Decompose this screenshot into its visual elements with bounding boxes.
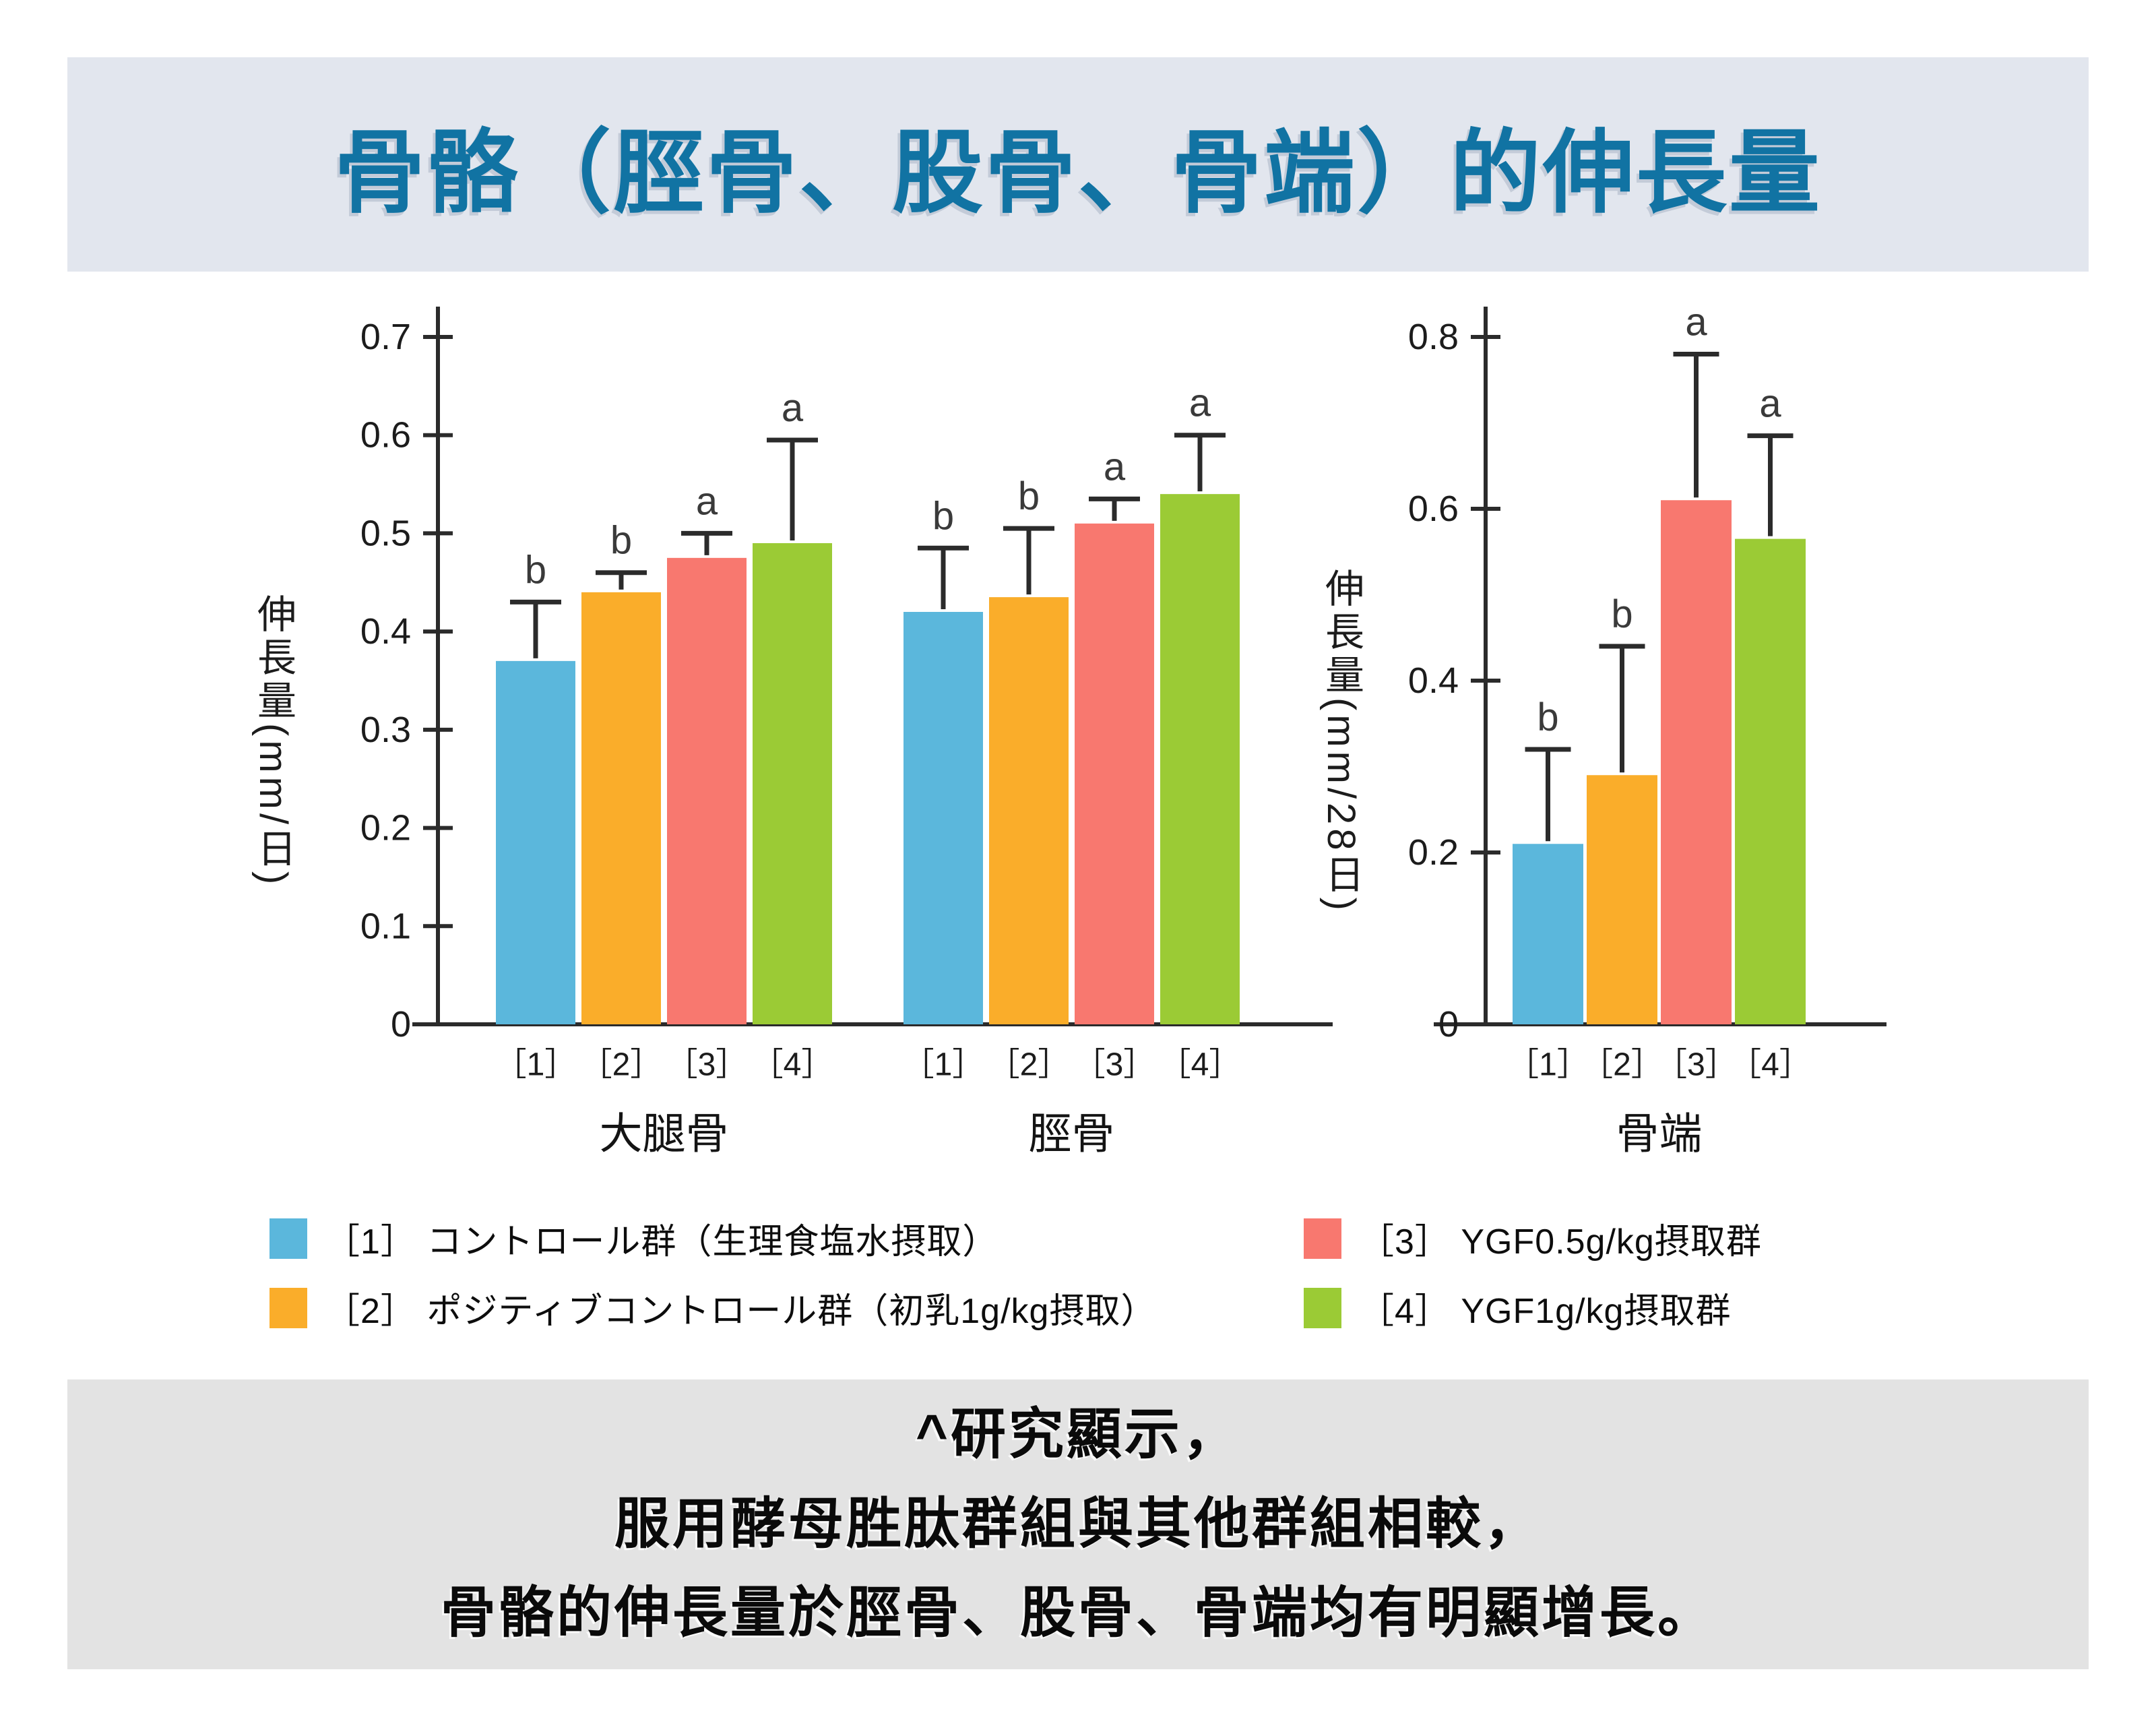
legend-label: ［1］ コントロール群（生理食塩水摂取） [325, 1222, 998, 1262]
sig-letter: a [1685, 301, 1707, 344]
sig-letter: b [1611, 592, 1632, 636]
legend-swatch [270, 1218, 307, 1259]
x-category-label: ［1］ [495, 1047, 577, 1083]
group-label: 骨端 [1616, 1109, 1703, 1158]
x-category-label: ［4］ [751, 1047, 834, 1083]
bar [1735, 538, 1806, 1024]
legend-item: ［3］ YGF0.5g/kg摂取群 [1304, 1213, 2089, 1264]
legend-item: ［1］ コントロール群（生理食塩水摂取） [270, 1213, 1304, 1264]
sig-letter: b [525, 548, 546, 592]
y-axis-label-left: 伸長量(mm/日) [251, 594, 295, 889]
group-label: 大腿骨 [600, 1109, 729, 1158]
sig-letter: a [1189, 381, 1211, 425]
legend-swatch [1304, 1218, 1341, 1259]
bar-chart-bone-end: 0 0.2 0.4 0.6 0.8 b ［1］ b ［2］ a ［3］ a ［4］ 骨端 [1408, 301, 1886, 1158]
x-category-label: ［2］ [1581, 1047, 1663, 1083]
page-title: 骨骼（脛骨、股骨、骨端）的伸長量 [334, 122, 1822, 224]
x-category-label: ［1］ [1507, 1047, 1589, 1083]
y-tick-label: 0.2 [360, 808, 411, 848]
sig-letter: a [1104, 445, 1126, 489]
sig-letter: a [696, 479, 718, 523]
x-category-label: ［4］ [1159, 1047, 1242, 1083]
bar [1587, 775, 1657, 1024]
y-axis-label-right: 伸長量(mm/28日) [1319, 568, 1363, 914]
legend-label: ［3］ YGF0.5g/kg摂取群 [1359, 1222, 1762, 1262]
legend-swatch [270, 1287, 307, 1328]
y-tick-label: 0.6 [1408, 489, 1459, 529]
bar [1160, 494, 1240, 1024]
legend-item: ［4］ YGF1g/kg摂取群 [1304, 1282, 2089, 1333]
x-category-label: ［4］ [1729, 1047, 1812, 1083]
x-category-label: ［3］ [1655, 1047, 1738, 1083]
caption-line-2: 服用酵母胜肽群組與其他群組相較， [614, 1493, 1542, 1555]
title-band: 骨骼（脛骨、股骨、骨端）的伸長量 [67, 57, 2089, 272]
y-tick-label: 0.8 [1408, 317, 1459, 357]
y-tick-label: 0.2 [1408, 832, 1459, 873]
sig-letter: b [1537, 695, 1558, 739]
x-category-label: ［2］ [580, 1047, 663, 1083]
bar [496, 660, 575, 1024]
legend-label: ［4］ YGF1g/kg摂取群 [1359, 1292, 1732, 1331]
bar [989, 597, 1069, 1024]
caption-line-3: 骨骼的伸長量於脛骨、股骨、骨端均有明顯增長。 [440, 1582, 1715, 1644]
bar [903, 612, 983, 1024]
bar-chart-femur-tibia: 0 0.1 0.2 0.3 0.4 0.5 0.6 0.7 b ［1］ b ［2］ a ［3］ a ［4］ 大腿… [360, 307, 1333, 1158]
x-category-label: ［1］ [902, 1047, 985, 1083]
y-tick-label: 0.1 [360, 906, 411, 946]
y-tick-label: 0.4 [360, 611, 411, 652]
sig-letter: a [1759, 382, 1781, 426]
y-tick-label: 0.4 [1408, 660, 1459, 701]
chart-legend: ［1］ コントロール群（生理食塩水摂取） ［3］ YGF0.5g/kg摂取群 ［2］… [270, 1213, 2089, 1333]
caption-band: ^研究顯示， 服用酵母胜肽群組與其他群組相較， 骨骼的伸長量於脛骨、股骨、骨端均… [67, 1379, 2089, 1669]
caption-line-1: ^研究顯示， [916, 1403, 1240, 1465]
sig-letter: b [610, 519, 632, 563]
y-tick-label: 0 [1438, 1004, 1459, 1045]
x-category-label: ［2］ [988, 1047, 1071, 1083]
sig-letter: a [782, 386, 804, 430]
bar [581, 592, 661, 1024]
legend-item: ［2］ ポジティブコントロール群（初乳1g/kg摂取） [270, 1282, 1304, 1333]
sig-letter: b [1018, 474, 1040, 518]
y-tick-label: 0.5 [360, 513, 411, 553]
charts-region: 伸長量(mm/日) 0 0.1 0.2 0.3 0.4 0.5 0.6 0.7 b ［1］ b ［2］… [0, 290, 2156, 1206]
legend-label: ［2］ ポジティブコントロール群（初乳1g/kg摂取） [325, 1292, 1157, 1331]
bar [1075, 523, 1154, 1024]
bar [1661, 500, 1732, 1024]
y-tick-label: 0.3 [360, 710, 411, 750]
y-tick-label: 0.6 [360, 415, 411, 456]
x-category-label: ［3］ [1073, 1047, 1156, 1083]
sig-letter: b [932, 494, 954, 538]
y-tick-label: 0.7 [360, 317, 411, 357]
legend-swatch [1304, 1287, 1341, 1328]
y-tick-label: 0 [391, 1004, 411, 1045]
group-label: 脛骨 [1029, 1109, 1115, 1158]
bar [753, 543, 832, 1024]
x-category-label: ［3］ [666, 1047, 749, 1083]
bar [1513, 844, 1583, 1024]
bar [667, 557, 747, 1024]
